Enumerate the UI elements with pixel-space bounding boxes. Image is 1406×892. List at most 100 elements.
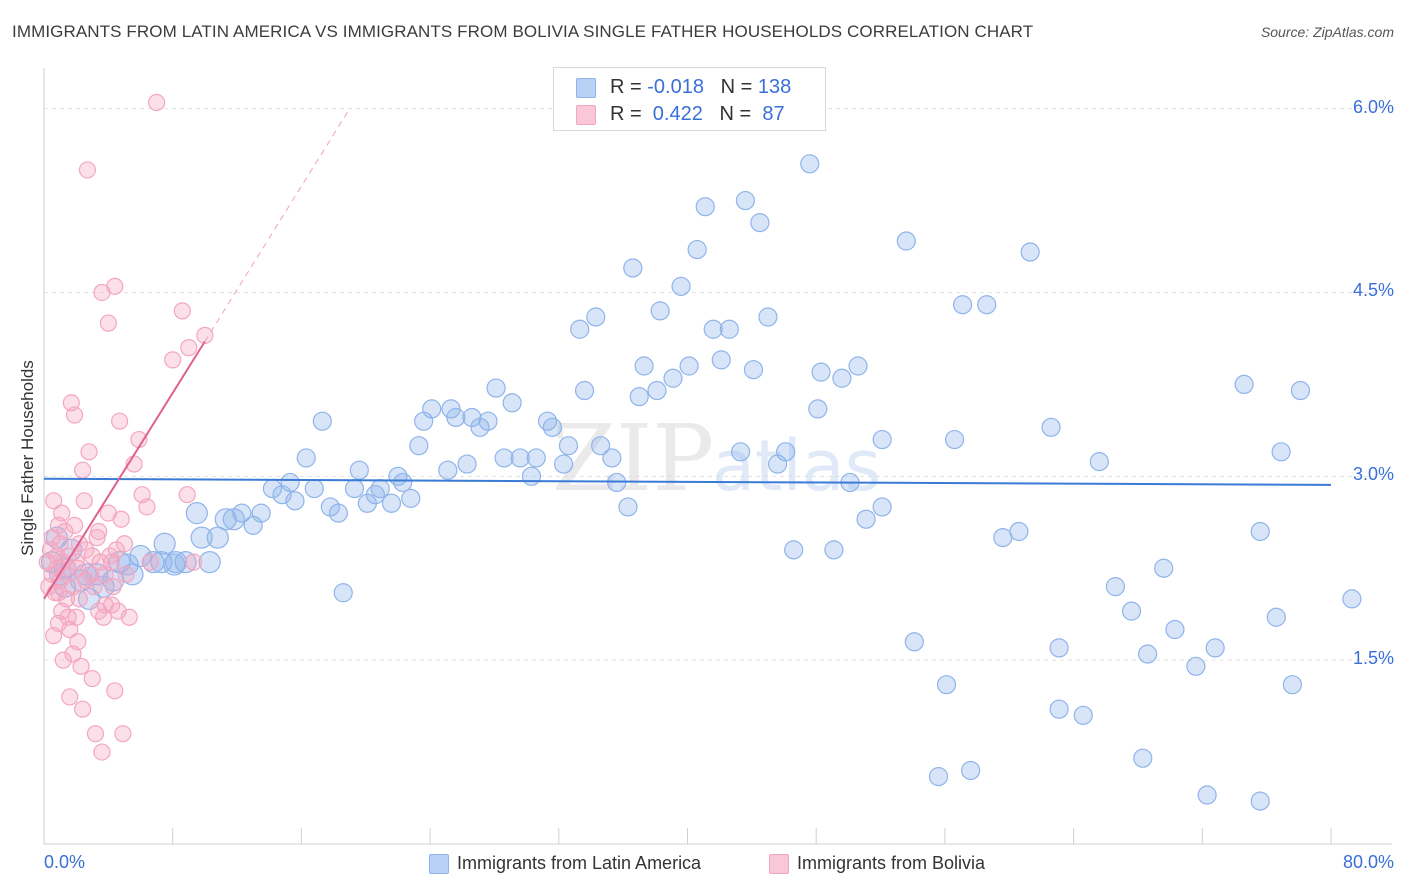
latin-america-point <box>304 478 324 499</box>
latin-america-point <box>370 478 390 499</box>
bolivia-point <box>112 510 130 528</box>
bolivia-point <box>45 627 63 645</box>
latin-america-point <box>251 503 271 523</box>
latin-america-point <box>719 319 739 339</box>
latin-america-point <box>1186 656 1206 676</box>
n-value: 138 <box>757 76 792 98</box>
latin-america-point <box>928 766 949 787</box>
bolivia-point <box>114 725 132 743</box>
bolivia-point <box>53 504 71 522</box>
latin-america-point <box>1020 242 1040 262</box>
legend-label: Immigrants from Bolivia <box>797 853 986 873</box>
latin-america-point <box>1138 644 1158 664</box>
latin-america-point <box>703 319 723 339</box>
latin-america-point <box>486 378 506 398</box>
latin-america-point <box>393 472 413 493</box>
latin-america-point <box>190 526 213 549</box>
latin-america-point <box>650 301 670 321</box>
legend-swatch-latin-america <box>429 854 449 874</box>
latin-america-point <box>776 442 796 462</box>
latin-america-point <box>462 407 482 428</box>
latin-america-point <box>328 503 349 523</box>
bolivia-point <box>99 314 117 332</box>
latin-america-point <box>185 501 208 525</box>
latin-america-point <box>679 356 699 376</box>
latin-america-point <box>1197 785 1217 805</box>
bolivia-point <box>148 93 166 112</box>
bolivia-point <box>138 498 156 516</box>
latin-america-point <box>1266 607 1286 627</box>
source-label: Source: ZipAtlas.com <box>1260 24 1394 40</box>
bolivia-point <box>54 651 72 669</box>
latin-america-point <box>1009 521 1029 542</box>
latin-america-point <box>554 454 574 474</box>
chart-title: IMMIGRANTS FROM LATIN AMERICA VS IMMIGRA… <box>12 22 1034 41</box>
latin-america-point <box>574 380 595 401</box>
legend-swatch-bolivia <box>769 854 789 874</box>
latin-america-point <box>629 387 649 407</box>
latin-america-point <box>1049 638 1069 658</box>
y-axis-title: Single Father Households <box>18 360 37 556</box>
bolivia-point <box>59 547 77 565</box>
bolivia-point <box>93 743 111 761</box>
bolivia-point <box>77 541 95 559</box>
bolivia-point <box>115 535 134 553</box>
latin-america-point <box>1271 442 1291 462</box>
latin-america-point <box>1121 601 1142 621</box>
latin-america-point <box>1165 619 1185 640</box>
bolivia-point <box>106 682 124 700</box>
latin-america-point <box>663 368 683 388</box>
latin-america-point <box>1250 521 1270 542</box>
latin-america-point <box>832 368 852 388</box>
bolivia-point <box>56 522 74 541</box>
bolivia-point <box>185 553 203 571</box>
latin-america-point <box>730 442 751 462</box>
latin-america-point <box>586 307 606 327</box>
n-label: N = <box>719 103 752 125</box>
bolivia-point <box>77 571 95 590</box>
latin-america-point <box>1089 452 1109 472</box>
latin-america-point <box>422 399 442 419</box>
latin-america-point <box>711 350 731 370</box>
latin-america-point <box>977 295 997 315</box>
latin-america-point <box>1282 675 1302 695</box>
trend-lines <box>43 108 1332 600</box>
latin-america-point <box>438 460 458 480</box>
latin-america-point <box>1133 748 1153 768</box>
bolivia-point <box>64 645 82 663</box>
bolivia-point <box>120 608 138 626</box>
latin-america-point <box>952 295 973 315</box>
bolivia-point <box>49 584 68 602</box>
bolivia-point <box>117 565 135 583</box>
latin-america-point <box>1290 380 1311 401</box>
latin-america-point <box>1234 374 1254 394</box>
r-label: R = <box>610 76 642 98</box>
latin-america-point <box>381 493 402 513</box>
legend-label: Immigrants from Latin America <box>457 853 702 873</box>
latin-america-point <box>618 497 638 517</box>
bolivia-point <box>83 547 101 565</box>
latin-america-point <box>521 466 542 486</box>
gridlines <box>44 108 1392 661</box>
latin-america-point <box>457 454 477 474</box>
latin-america-point <box>856 509 876 529</box>
bolivia-swatch <box>576 105 596 125</box>
bolivia-point <box>111 412 129 430</box>
r-value: 0.422 <box>647 103 703 125</box>
latin-america-point <box>872 497 892 517</box>
bolivia-trend-line <box>43 340 206 600</box>
bolivia-point <box>178 486 196 504</box>
latin-america-point <box>542 417 562 437</box>
bolivia-point <box>70 590 88 608</box>
bolivia-point <box>80 443 98 461</box>
watermark-atlas: atlas <box>712 425 881 507</box>
latin-america-point <box>1105 577 1126 597</box>
latin-america-point <box>214 508 237 531</box>
latin-america-point <box>401 488 421 508</box>
latin-america-point <box>896 231 916 251</box>
latin-america-point <box>232 503 252 523</box>
latin-america-point <box>993 527 1013 548</box>
latin-america-point <box>526 448 546 468</box>
latin-america-point <box>558 436 579 456</box>
